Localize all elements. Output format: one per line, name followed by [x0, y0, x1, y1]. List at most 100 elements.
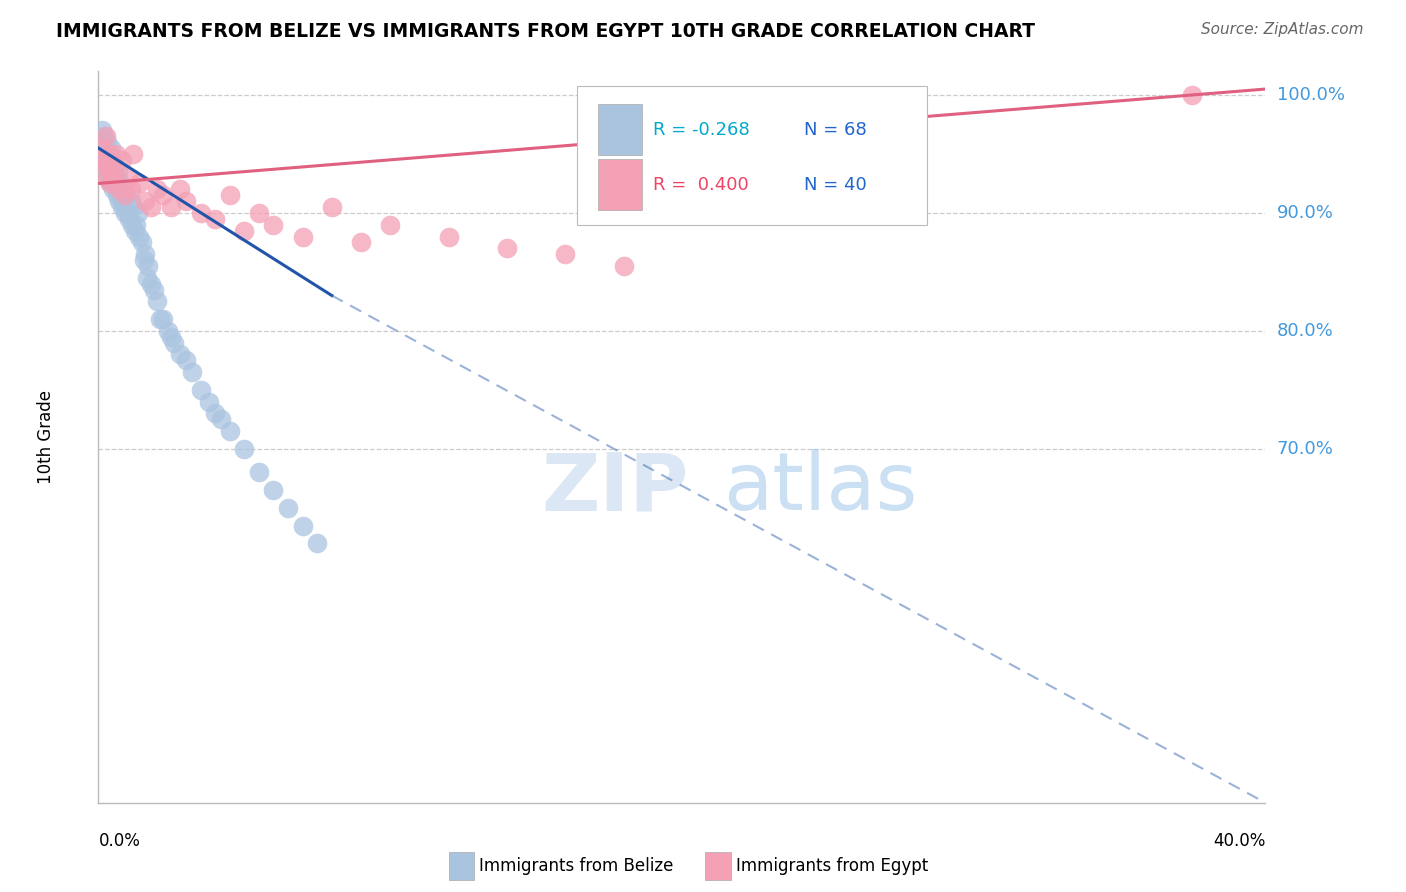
- Point: [218, 188, 240, 202]
- Point: [180, 365, 202, 379]
- Text: Immigrants from Belize: Immigrants from Belize: [479, 856, 673, 875]
- Point: [169, 347, 191, 361]
- Point: [174, 353, 197, 368]
- Point: [496, 241, 519, 255]
- Point: [128, 229, 150, 244]
- Point: [90, 153, 112, 167]
- Point: [136, 259, 159, 273]
- FancyBboxPatch shape: [449, 852, 474, 880]
- FancyBboxPatch shape: [598, 159, 643, 211]
- Point: [142, 283, 165, 297]
- Point: [350, 235, 373, 250]
- Point: [204, 211, 226, 226]
- FancyBboxPatch shape: [706, 852, 731, 880]
- Point: [90, 135, 112, 149]
- Text: N = 40: N = 40: [804, 176, 868, 194]
- Point: [152, 312, 174, 326]
- Point: [98, 159, 121, 173]
- Point: [100, 159, 122, 173]
- Point: [613, 259, 636, 273]
- Point: [104, 170, 127, 185]
- Point: [101, 153, 124, 167]
- Point: [174, 194, 197, 208]
- Point: [100, 141, 122, 155]
- Point: [169, 182, 191, 196]
- Point: [139, 200, 162, 214]
- Point: [554, 247, 576, 261]
- Text: 0.0%: 0.0%: [98, 832, 141, 850]
- Point: [218, 424, 240, 438]
- Point: [131, 235, 153, 250]
- Point: [111, 200, 134, 214]
- Point: [120, 194, 142, 208]
- Point: [111, 153, 134, 167]
- Text: Immigrants from Egypt: Immigrants from Egypt: [735, 856, 928, 875]
- Point: [97, 170, 120, 185]
- Point: [94, 129, 117, 144]
- Point: [157, 324, 180, 338]
- Point: [233, 224, 256, 238]
- Text: 40.0%: 40.0%: [1213, 832, 1265, 850]
- Point: [107, 164, 129, 178]
- Point: [101, 182, 124, 196]
- Point: [163, 335, 186, 350]
- Point: [89, 141, 111, 155]
- Point: [122, 147, 145, 161]
- Point: [97, 147, 120, 161]
- Point: [121, 218, 143, 232]
- Point: [91, 147, 114, 161]
- Point: [233, 442, 256, 456]
- Point: [125, 218, 148, 232]
- Point: [103, 159, 125, 173]
- Point: [124, 224, 146, 238]
- Point: [263, 218, 285, 232]
- Point: [108, 182, 131, 196]
- Text: R = -0.268: R = -0.268: [652, 121, 749, 139]
- Point: [307, 536, 329, 550]
- Point: [146, 182, 169, 196]
- Point: [103, 164, 125, 178]
- Point: [291, 518, 314, 533]
- Point: [149, 312, 172, 326]
- Point: [98, 177, 121, 191]
- Point: [204, 407, 226, 421]
- Point: [112, 194, 135, 208]
- Point: [135, 270, 157, 285]
- Point: [139, 277, 162, 291]
- Point: [263, 483, 285, 498]
- Point: [97, 147, 120, 161]
- Point: [291, 229, 314, 244]
- Point: [91, 141, 114, 155]
- Text: 80.0%: 80.0%: [1277, 322, 1333, 340]
- Point: [93, 129, 115, 144]
- Text: atlas: atlas: [723, 450, 917, 527]
- Point: [93, 159, 115, 173]
- Point: [190, 383, 212, 397]
- Point: [380, 218, 402, 232]
- Point: [104, 147, 127, 161]
- Point: [247, 466, 270, 480]
- Text: 90.0%: 90.0%: [1277, 204, 1333, 222]
- Text: 10th Grade: 10th Grade: [37, 390, 55, 484]
- Point: [101, 164, 124, 178]
- Point: [94, 141, 117, 155]
- Point: [114, 188, 136, 202]
- FancyBboxPatch shape: [576, 86, 927, 225]
- Point: [96, 170, 118, 185]
- Point: [100, 170, 122, 185]
- Point: [90, 153, 112, 167]
- Point: [120, 182, 142, 196]
- Point: [117, 170, 139, 185]
- Point: [134, 194, 156, 208]
- Point: [247, 206, 270, 220]
- Point: [115, 188, 138, 202]
- Text: R =  0.400: R = 0.400: [652, 176, 748, 194]
- Point: [437, 229, 460, 244]
- Point: [152, 188, 174, 202]
- Point: [198, 394, 221, 409]
- Point: [94, 164, 117, 178]
- Text: 70.0%: 70.0%: [1277, 440, 1333, 458]
- Point: [105, 182, 128, 196]
- Point: [108, 194, 131, 208]
- Point: [96, 135, 118, 149]
